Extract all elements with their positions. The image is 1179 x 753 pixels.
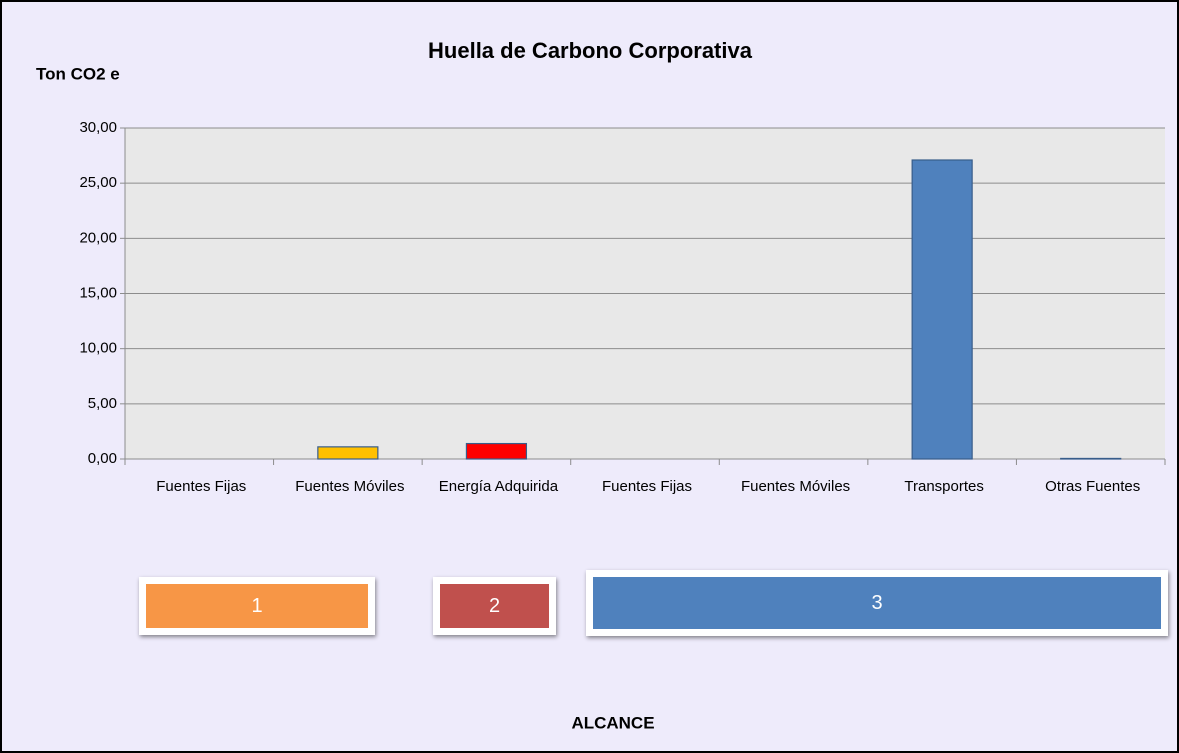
x-tick-label: Transportes: [904, 478, 984, 495]
y-tick-label: 10,00: [79, 340, 117, 357]
y-tick-label: 30,00: [79, 119, 117, 136]
x-tick-label: Fuentes Fijas: [601, 478, 693, 495]
x-tick-label: Fuentes Móviles: [295, 478, 405, 495]
y-tick-label: 15,00: [79, 284, 117, 301]
x-tick-label: Energía Adquirida: [438, 478, 559, 495]
y-tick-label: 5,00: [88, 395, 117, 412]
y-tick-label: 0,00: [88, 450, 117, 467]
y-tick-label: 25,00: [79, 174, 117, 191]
x-tick-label: Fuentes Fijas: [156, 478, 247, 495]
y-axis-label: Ton CO2 e: [36, 64, 120, 83]
scope-box: 3: [586, 570, 1168, 636]
x-axis-label: ALCANCE: [571, 713, 654, 732]
scope-box: 2: [433, 577, 556, 635]
chart-title: Huella de Carbono Corporativa: [428, 38, 753, 63]
scope-box: 1: [139, 577, 375, 635]
y-tick-label: 20,00: [79, 229, 117, 246]
bar: [317, 446, 379, 460]
bar: [465, 442, 528, 460]
x-tick-label: Fuentes Móviles: [740, 478, 851, 495]
bar: [1060, 457, 1122, 460]
x-tick-label: Otras Fuentes: [1045, 478, 1141, 495]
bar: [911, 159, 973, 460]
